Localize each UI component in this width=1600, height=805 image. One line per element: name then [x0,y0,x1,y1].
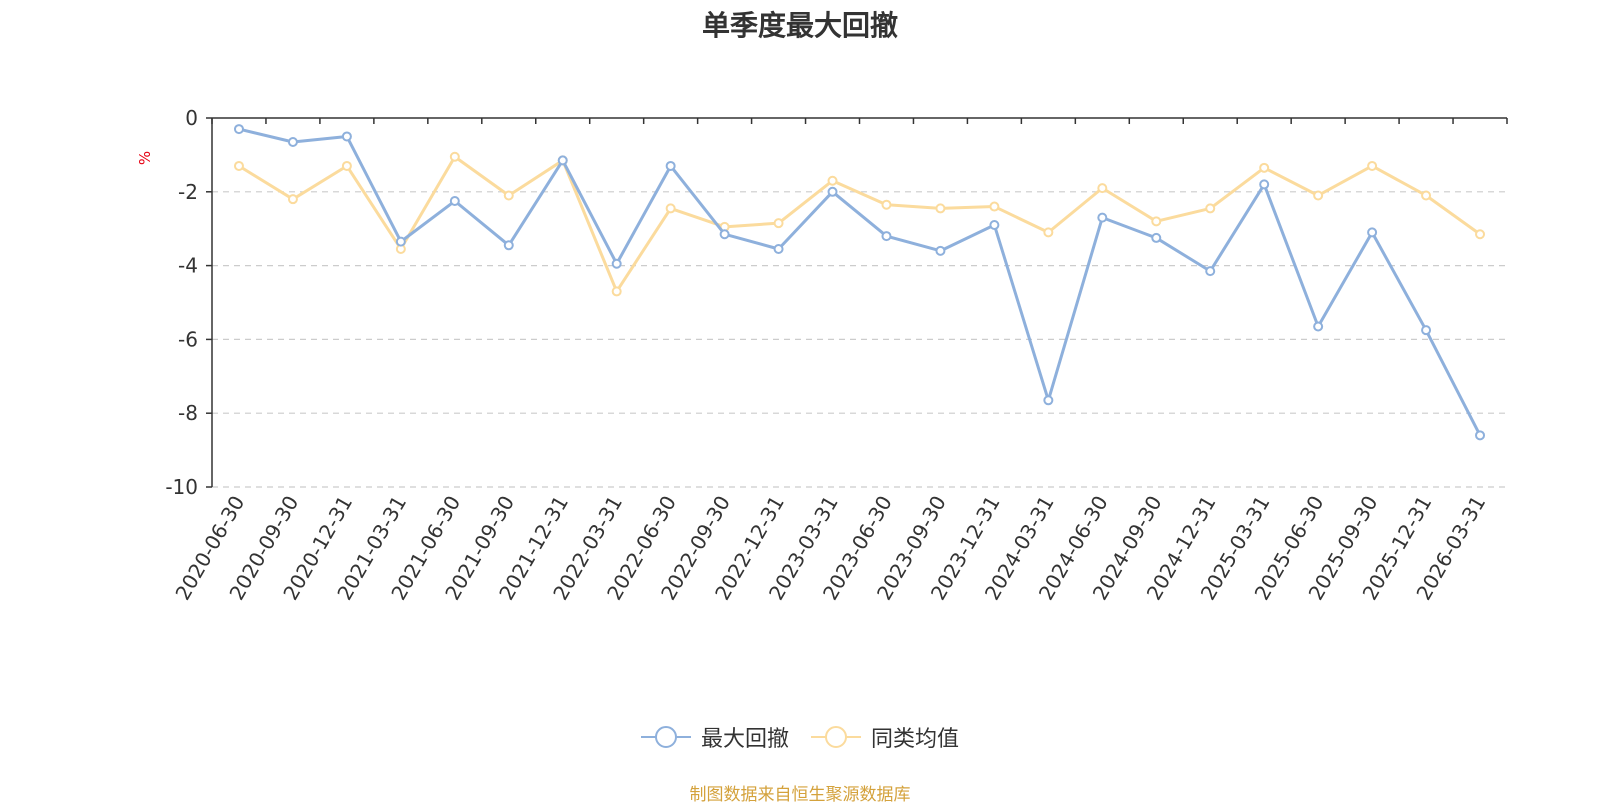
y-tick-label: -4 [178,254,198,278]
data-point [1151,232,1162,243]
data-point [1205,266,1216,277]
y-tick-label: 0 [185,106,198,130]
data-point [1367,227,1378,238]
data-point [881,231,892,242]
y-tick-label: -10 [165,475,198,499]
data-point [449,151,460,162]
data-point [287,136,298,147]
y-axis-label: % [136,151,154,165]
data-point [665,203,676,214]
legend-label: 最大回撤 [700,727,789,752]
data-point [503,190,514,201]
data-point [827,175,838,186]
grid-lines [212,191,1507,488]
axes [206,117,1508,488]
data-point [557,155,568,166]
data-point [233,160,244,171]
series-line-max-drawdown [238,127,1482,437]
data-point [1097,183,1108,194]
data-point [503,240,514,251]
data-point [1259,179,1270,190]
data-point [611,286,622,297]
data-point [719,229,730,240]
data-point [989,220,1000,231]
data-point [287,194,298,205]
legend-item-max-drawdown[interactable]: 最大回撤 [640,721,789,753]
data-point [935,245,946,256]
data-point [1097,212,1108,223]
data-point [773,243,784,254]
data-point [1205,203,1216,214]
legend-line-circle-icon [811,726,861,748]
y-tick-label: -6 [178,327,198,351]
data-point [1475,229,1486,240]
data-point [1043,227,1054,238]
data-point [1421,190,1432,201]
legend: 最大回撤 同类均值 [0,722,1600,752]
data-point [881,199,892,210]
data-point [449,196,460,207]
data-point [1259,162,1270,173]
data-point [935,203,946,214]
legend-line-circle-icon [640,726,691,748]
data-point [827,186,838,197]
data-point [341,131,352,142]
data-point [341,160,352,171]
series-line-peer-average [238,155,1481,293]
data-point [665,160,676,171]
data-point [233,124,244,135]
series-lines [233,124,1486,441]
legend-label: 同类均值 [871,727,960,752]
y-tick-label: -2 [178,180,198,204]
chart-title: 单季度最大回撤 [701,9,898,42]
data-point [1421,325,1432,336]
data-point [1151,216,1162,227]
legend-item-peer-average[interactable]: 同类均值 [811,721,959,753]
data-point [1313,190,1324,201]
data-point [1313,321,1324,332]
source-note: 制图数据来自恒生聚源数据库 [689,785,911,805]
data-point [773,218,784,229]
data-point [395,236,406,247]
data-point [611,258,622,269]
data-point [1367,160,1378,171]
y-tick-label: -8 [178,401,198,425]
data-point [989,201,1000,212]
data-point [1475,430,1486,441]
data-point [1043,395,1054,406]
